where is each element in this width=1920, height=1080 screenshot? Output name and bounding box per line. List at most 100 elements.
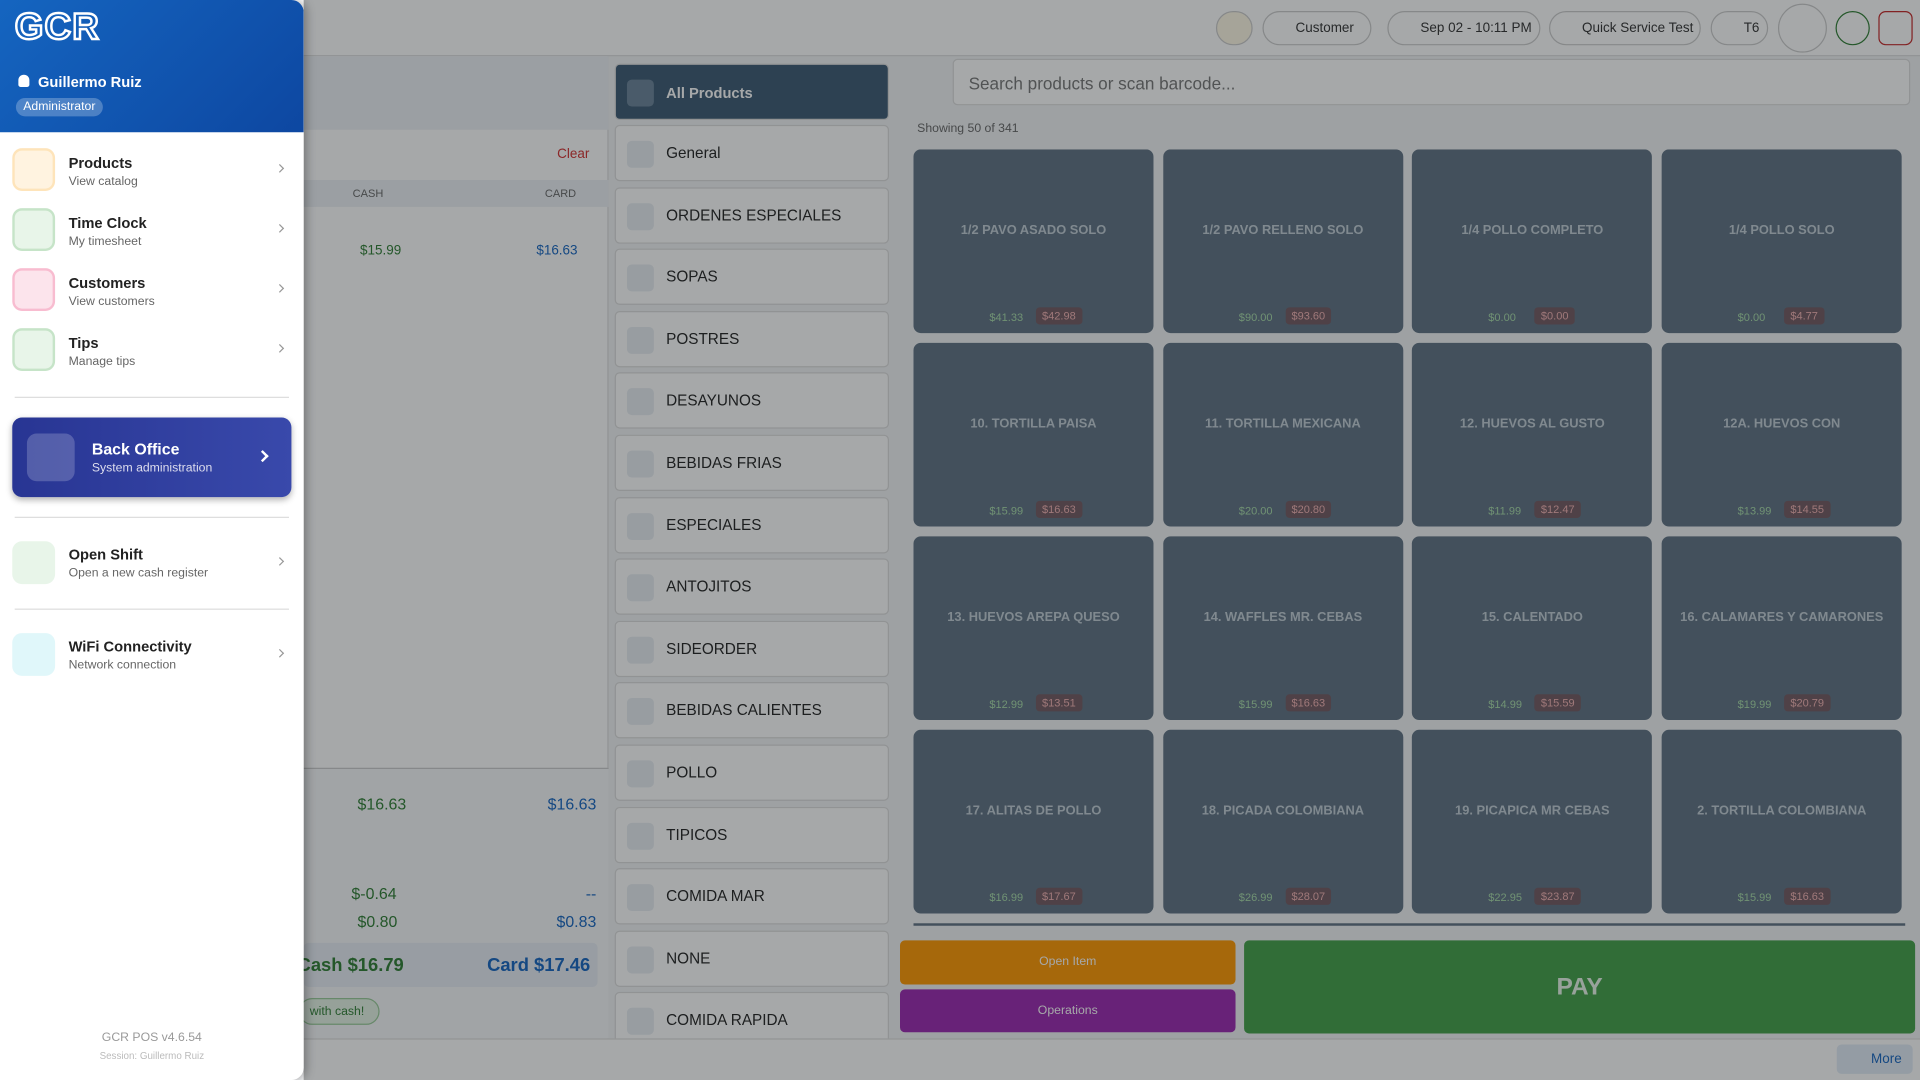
divider [14, 516, 289, 518]
category-button[interactable]: All Products [614, 63, 889, 121]
category-button[interactable]: SOPAS [614, 248, 889, 306]
menu-title: Customers [68, 274, 146, 292]
product-card[interactable]: 11. TORTILLA MEXICANA $20.00 $20.80 [1162, 342, 1403, 527]
product-card[interactable]: 2. TORTILLA COLOMBIANA $15.99 $16.63 [1661, 729, 1902, 914]
clear-button[interactable]: Clear [557, 146, 590, 162]
category-icon [626, 202, 654, 230]
product-cash: $20.00 [1238, 504, 1273, 517]
product-name: 1/2 PAVO RELLENO SOLO [1202, 222, 1364, 238]
category-button[interactable]: ORDENES ESPECIALES [614, 186, 889, 244]
product-card[interactable]: 12. HUEVOS AL GUSTO $11.99 $12.47 [1412, 342, 1653, 527]
product-card-price: $13.51 [1035, 694, 1082, 712]
pay-cash-label[interactable]: Cash $16.79 [297, 955, 404, 976]
product-cash: $90.00 [1238, 311, 1273, 324]
category-label: NONE [666, 949, 711, 968]
back-office-button[interactable]: Back Office System administration [12, 417, 292, 498]
product-cash: $15.99 [989, 504, 1024, 517]
product-card[interactable]: 17. ALITAS DE POLLO $16.99 $17.67 [913, 729, 1154, 914]
category-button[interactable]: DESAYUNOS [614, 372, 889, 430]
product-name: 16. CALAMARES Y CAMARONES [1680, 609, 1884, 625]
bottom-bar [303, 1038, 1920, 1080]
menu-icon [12, 148, 56, 192]
sidebar: GCR Guillermo Ruiz Administrator Products Vi… [0, 0, 304, 1080]
product-cash: $19.99 [1737, 697, 1772, 711]
terminal-chip-label: T6 [1743, 20, 1760, 36]
operations-label: Operations [1037, 1004, 1098, 1018]
category-button[interactable]: NONE [614, 930, 889, 987]
category-button[interactable]: COMIDA MAR [614, 868, 889, 925]
category-label: ESPECIALES [666, 516, 762, 534]
category-button[interactable]: BEBIDAS FRIAS [614, 434, 889, 492]
cash-hint: with cash! [298, 997, 380, 1025]
product-card-price: $4.77 [1784, 307, 1825, 325]
product-card[interactable]: 19. PICAPICA MR CEBAS $22.95 $23.87 [1412, 729, 1653, 914]
category-icon [626, 698, 654, 726]
product-card[interactable]: 13. HUEVOS AREPA QUESO $12.99 $13.51 [913, 536, 1154, 721]
line-cash: $15.99 [360, 243, 402, 259]
category-button[interactable]: BEBIDAS CALIENTES [614, 682, 889, 739]
menu-icon [12, 208, 56, 252]
pay-button[interactable]: PAY [1244, 940, 1916, 1034]
category-button[interactable]: ESPECIALES [614, 496, 889, 553]
menu-item[interactable]: Time Clock My timesheet [0, 201, 304, 257]
product-name: 1/4 POLLO SOLO [1728, 222, 1835, 238]
customer-button-label: Customer [1295, 20, 1354, 36]
back-office-title: Back Office [91, 439, 180, 458]
product-card-price: $23.87 [1534, 887, 1581, 905]
category-button[interactable]: TIPICOS [614, 806, 889, 863]
product-card[interactable]: 12A. HUEVOS CON $13.99 $14.55 [1661, 342, 1902, 527]
sidebar-header [0, 0, 304, 133]
menu-item[interactable]: Open Shift Open a new cash register [0, 535, 304, 591]
product-name: 13. HUEVOS AREPA QUESO [947, 609, 1120, 625]
menu-title: Time Clock [68, 214, 147, 232]
mode-chip[interactable]: Quick Service Test [1548, 11, 1701, 46]
product-card[interactable]: 16. CALAMARES Y CAMARONES $19.99 $20.79 [1661, 536, 1902, 721]
open-item-button[interactable]: Open Item [900, 940, 1236, 985]
sync-button[interactable] [1777, 3, 1827, 53]
backdrop[interactable] [303, 0, 1920, 1080]
logout-button[interactable] [1878, 11, 1913, 46]
category-button[interactable]: General [614, 124, 889, 182]
wifi-button[interactable] [1835, 11, 1870, 46]
menu-item[interactable]: WiFi Connectivity Network connection [0, 627, 304, 683]
menu-item[interactable]: Tips Manage tips [0, 321, 304, 377]
category-button[interactable]: SIDEORDER [614, 620, 889, 677]
ai-button[interactable] [1215, 11, 1253, 46]
category-button[interactable]: POSTRES [614, 310, 889, 368]
operations-button[interactable]: Operations [900, 989, 1236, 1033]
terminal-chip[interactable]: T6 [1710, 11, 1769, 46]
product-card-price: $16.63 [1035, 500, 1082, 518]
product-cash: $41.33 [989, 311, 1024, 324]
category-label: DESAYUNOS [666, 392, 762, 410]
product-card-row-partial [913, 923, 1906, 926]
product-card[interactable]: 1/4 POLLO COMPLETO $0.00 $0.00 [1412, 149, 1653, 334]
product-card[interactable]: 14. WAFFLES MR. CEBAS $15.99 $16.63 [1162, 536, 1403, 721]
product-card[interactable]: 1/4 POLLO SOLO $0.00 $4.77 [1661, 149, 1902, 334]
total-cash: $0.80 [357, 912, 398, 931]
product-grid: 1/2 PAVO ASADO SOLO $41.33 $42.98 1/2 PAVO … [913, 149, 1906, 926]
search-input[interactable]: Search products or scan barcode... [952, 58, 1911, 106]
total-card: $16.63 [547, 794, 597, 814]
product-card[interactable]: 1/2 PAVO RELLENO SOLO $90.00 $93.60 [1162, 149, 1403, 334]
product-card[interactable]: 18. PICADA COLOMBIANA $26.99 $28.07 [1162, 729, 1403, 914]
menu-subtitle: View customers [68, 295, 155, 309]
more-button[interactable]: More [1836, 1044, 1913, 1074]
menu-item[interactable]: Customers View customers [0, 261, 304, 317]
datetime-chip[interactable]: Sep 02 - 10:11 PM [1387, 11, 1541, 46]
category-label: TIPICOS [666, 826, 728, 844]
product-cash: $16.99 [989, 891, 1024, 904]
product-card[interactable]: 10. TORTILLA PAISA $15.99 $16.63 [913, 342, 1154, 527]
category-icon [626, 1008, 654, 1036]
product-card-price: $15.59 [1534, 694, 1581, 712]
category-button[interactable]: POLLO [614, 744, 889, 801]
product-card[interactable]: 1/2 PAVO ASADO SOLO $41.33 $42.98 [913, 149, 1154, 334]
product-card[interactable]: 15. CALENTADO $14.99 $15.59 [1412, 536, 1653, 721]
customer-button[interactable]: Customer [1262, 11, 1372, 46]
category-icon [626, 388, 654, 416]
category-button[interactable]: ANTOJITOS [614, 558, 889, 615]
back-office-subtitle: System administration [91, 461, 213, 476]
menu-item[interactable]: Products View catalog [0, 141, 304, 197]
pay-card-label[interactable]: Card $17.46 [487, 955, 591, 976]
product-name: 17. ALITAS DE POLLO [965, 803, 1102, 818]
category-icon [626, 326, 654, 354]
